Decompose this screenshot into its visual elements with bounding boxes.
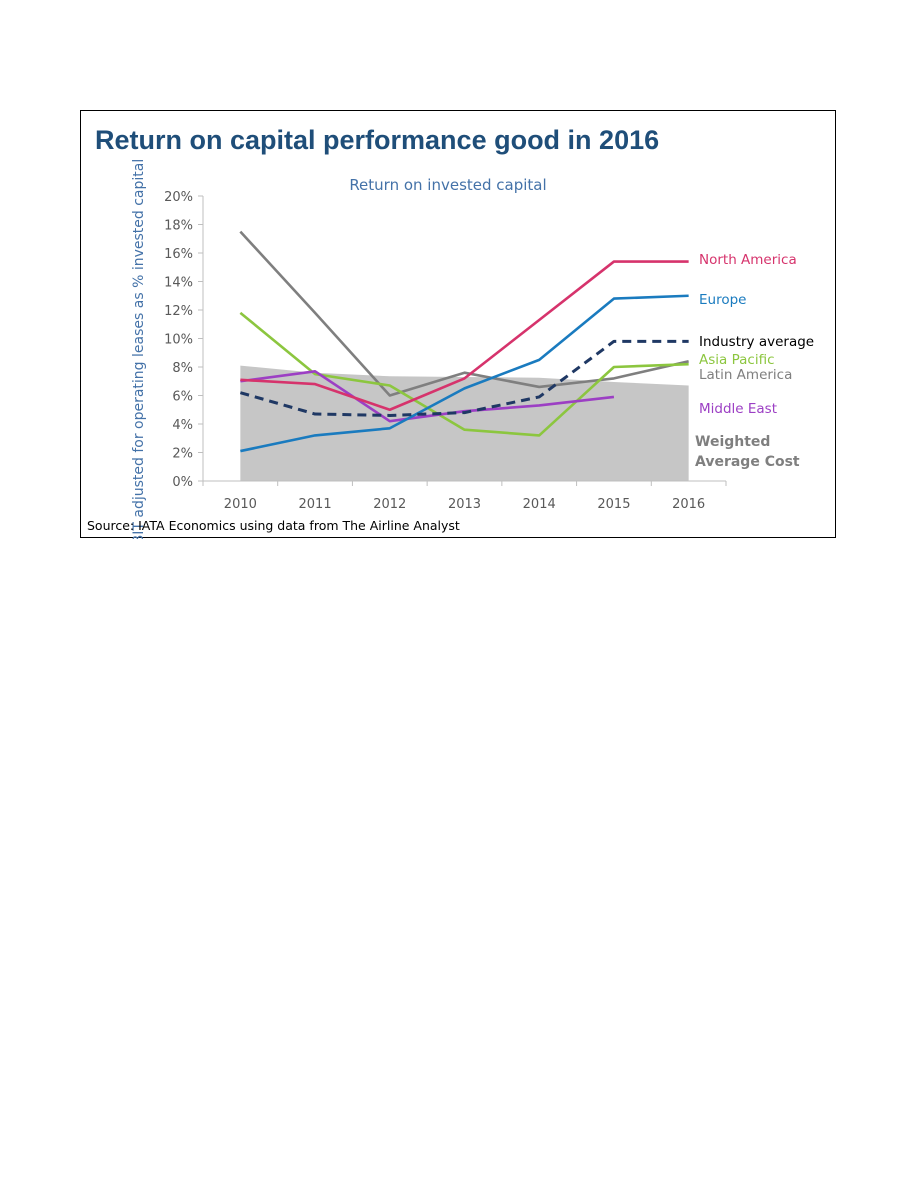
x-tick-label: 2011 <box>299 497 332 512</box>
series-line-middle-east <box>240 369 615 423</box>
y-tick-label: 16% <box>164 247 193 262</box>
x-tick-label: 2013 <box>448 497 481 512</box>
series-label-latin-america: Latin America <box>699 367 792 383</box>
area-label-line: Average Cost <box>695 454 800 470</box>
line-chart: Return on invested capital EBIT adjusted… <box>131 159 814 539</box>
source-note: Source: IATA Economics using data from T… <box>87 518 460 533</box>
headline: Return on capital performance good in 20… <box>95 125 660 155</box>
y-tick-label: 20% <box>164 190 193 205</box>
y-tick-label: 4% <box>172 418 193 433</box>
area-weighted-average-cost <box>240 365 689 481</box>
series-line-asia-pacific <box>239 311 689 437</box>
series-line-latin-america <box>239 230 689 397</box>
y-tick-label: 10% <box>164 333 193 348</box>
series-line-europe <box>240 294 689 453</box>
x-tick-label: 2014 <box>523 497 556 512</box>
series-line-industry-average <box>239 339 689 417</box>
chart-figure: Return on capital performance good in 20… <box>80 110 836 539</box>
series-label-middle-east: Middle East <box>699 401 777 417</box>
plot-area: 0% 2% 4% 6% 8% 10% 12% 14% 16% 18% 20% 2010 2011 2012… <box>164 190 814 512</box>
chart-title: Return on invested capital <box>349 176 546 194</box>
y-axis-label: EBIT adjusted for operating leases as % … <box>131 159 147 539</box>
x-tick-label: 2012 <box>373 497 406 512</box>
y-tick-label: 12% <box>164 304 193 319</box>
y-tick-label: 14% <box>164 276 193 291</box>
y-tick-label: 2% <box>172 447 193 462</box>
series-label-north-america: North America <box>699 252 797 268</box>
x-tick-label: 2015 <box>597 497 630 512</box>
x-tick-label: 2016 <box>672 497 705 512</box>
area-label-line: Weighted <box>695 434 770 450</box>
y-tick-label: 18% <box>164 219 193 234</box>
y-tick-label: 0% <box>172 475 193 490</box>
series-label-europe: Europe <box>699 292 746 308</box>
y-tick-label: 8% <box>172 361 193 376</box>
series-label-asia-pacific: Asia Pacific <box>699 352 775 368</box>
x-tick-label: 2010 <box>224 497 257 512</box>
series-line-north-america <box>240 260 689 412</box>
series-label-industry-average: Industry average <box>699 334 814 350</box>
y-tick-label: 6% <box>172 390 193 405</box>
